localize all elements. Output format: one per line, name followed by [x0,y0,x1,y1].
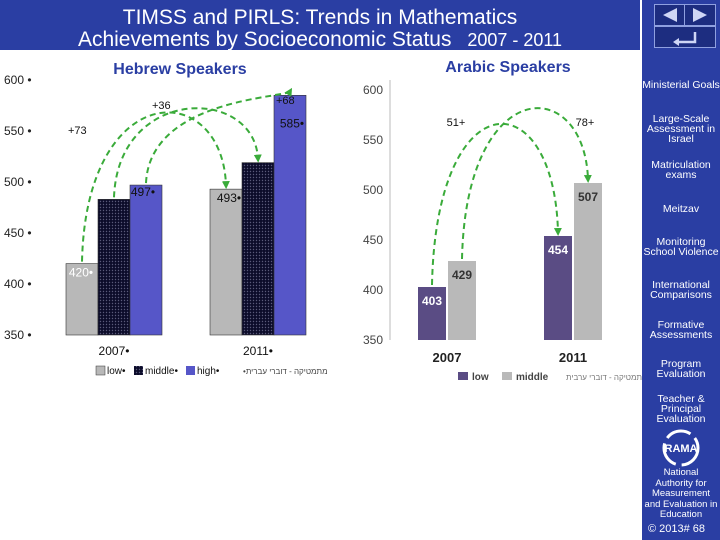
y-tick-label: 550 [363,133,383,147]
bar-middle-2011 [241,162,275,336]
nav-next-button[interactable] [684,4,716,26]
data-label-low-2011: 454 [548,243,568,257]
annotation-change-low: 51+ [447,117,466,129]
page-title: TIMSS and PIRLS: Trends in Mathematics [122,6,518,29]
legend-label-middle: middle [516,372,549,383]
sidebar-item-meitzav[interactable]: Meitzav [662,203,700,215]
hebrew-chart-title: Hebrew Speakers [113,61,247,78]
legend-label-high: high• [197,366,220,377]
legend-label-low: low [472,372,489,383]
legend-swatch-middle [134,366,143,375]
legend-swatch-low [458,372,468,380]
nav-previous-button[interactable] [654,4,686,26]
bar-middle-2007 [448,261,476,340]
legend-label-low: low• [107,366,126,377]
annotation-change-middle: 78+ [576,117,595,129]
y-tick-label: 400 • [4,277,32,291]
bar-low-2011 [544,236,572,340]
sidebar-item-ministerial-goals[interactable]: Ministerial Goals [642,79,720,91]
hebrew-speakers-chart: Hebrew Speakers 600 • 550 • 500 • 450 • 400 •… [4,61,328,377]
bar-low-2007 [65,263,99,336]
sidebar-item-matriculation-exams[interactable]: Matriculation exams [651,159,711,181]
y-tick-label: 350 • [4,328,32,342]
nav-return-button[interactable] [654,26,716,48]
data-label-low-2007: 420• [69,266,93,280]
arabic-chart-title: Arabic Speakers [445,59,571,76]
triangle-right-icon [693,8,707,22]
legend-label-middle: middle• [145,366,178,377]
sidebar-item-large-scale-assessment[interactable]: Large-Scale Assessment in Israel [646,113,716,145]
title-subject: Achievements by Socioeconomic Status [77,28,452,51]
copyright-slide-number: © 2013# 68 [648,523,706,535]
change-arrow-low [81,111,230,262]
return-arrow-icon [673,32,697,46]
sidebar-item-program-evaluation[interactable]: Program Evaluation [656,358,706,380]
data-label-low-2011: 493• [217,191,241,205]
legend-note: מתמטיקה - דוברי ערבית [566,373,642,382]
bar-low-2011 [209,188,243,336]
y-tick-label: 450 • [4,226,32,240]
legend-swatch-high [186,366,195,375]
arabic-speakers-chart: Arabic Speakers 600 550 500 450 400 350 403 454 4… [363,59,642,383]
y-tick-label: 500 [363,183,383,197]
annotation-change-low: +73 [68,125,87,137]
y-tick-label: 400 [363,283,383,297]
sidebar-item-international-comparisons[interactable]: International Comparisons [650,279,712,301]
change-arrow-low [431,122,562,286]
bar-middle-2011 [574,183,602,340]
x-category-label: 2011 [559,350,587,365]
y-tick-label: 450 [363,233,383,247]
y-tick-label: 350 [363,333,383,347]
sidebar-item-monitoring-school-violence[interactable]: Monitoring School Violence [643,236,719,258]
chart-area: Hebrew Speakers 600 • 550 • 500 • 450 • 400 •… [4,59,642,383]
bar-low-2007 [418,287,446,340]
change-arrow-middle [113,107,262,198]
title-banner: TIMSS and PIRLS: Trends in Mathematics A… [0,0,640,52]
y-tick-label: 600 • [4,73,32,87]
sidebar-item-teacher-principal-evaluation[interactable]: Teacher & Principal Evaluation [656,393,706,425]
data-label-high-2007: 497• [131,185,155,199]
change-arrow-middle [461,107,592,260]
annotation-change-middle: +36 [152,100,171,112]
page-subtitle: Achievements by Socioeconomic Status 200… [0,28,640,52]
triangle-left-icon [663,8,677,22]
bar-high-2007 [129,184,163,336]
title-years: 2007 - 2011 [467,30,563,50]
rama-logo-icon: RAMA [662,429,700,467]
x-category-label: 2007• [99,344,130,358]
data-label-middle-2007: 429 [452,268,472,282]
data-label-high-2011: 585• [280,116,304,130]
change-arrow-high [145,87,293,184]
organization-name: National Authority for Measurement and E… [644,467,718,520]
legend-swatch-low [95,365,106,376]
data-label-low-2007: 403 [422,294,442,308]
y-tick-label: 550 • [4,124,32,138]
x-category-label: 2011• [243,344,273,358]
legend-swatch-middle [502,372,512,380]
sidebar: Ministerial Goals Large-Scale Assessment… [642,0,720,540]
rama-logo-text: RAMA [665,443,698,455]
bar-high-2011 [273,94,307,336]
y-tick-label: 600 [363,83,383,97]
y-tick-label: 500 • [4,175,32,189]
annotation-change-high: +68 [276,95,295,107]
x-category-label: 2007 [433,350,462,365]
data-label-middle-2011: 507 [578,190,598,204]
sidebar-item-formative-assessments[interactable]: Formative Assessments [649,319,713,341]
bar-middle-2007 [97,199,131,336]
legend-note: •מתמטיקה - דוברי עברית [243,367,328,376]
